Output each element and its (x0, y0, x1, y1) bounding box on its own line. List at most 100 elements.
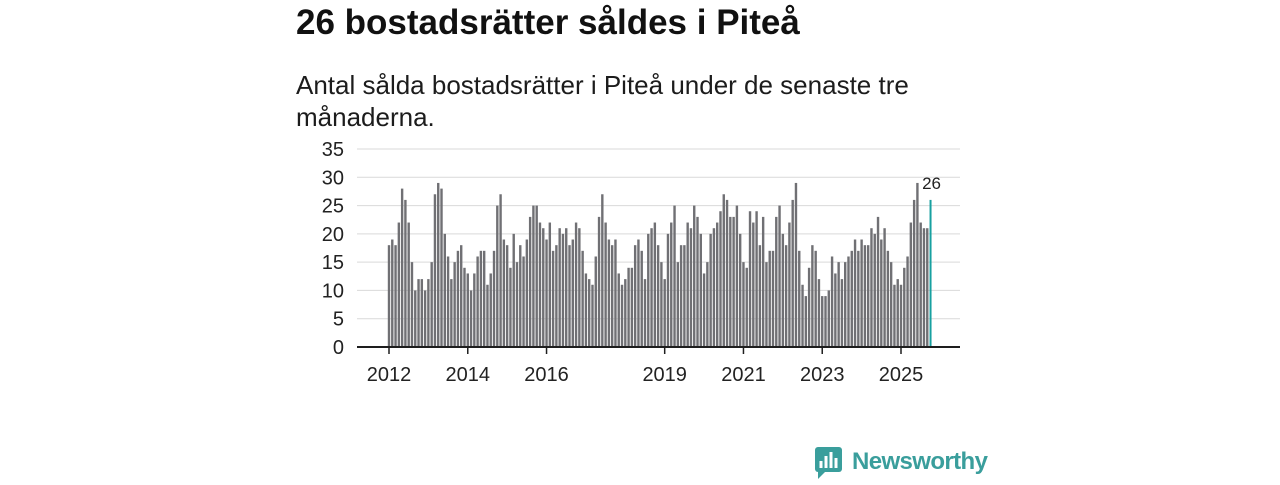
bar (535, 205, 538, 347)
bar (673, 205, 676, 347)
newsworthy-logo[interactable]: Newsworthy (815, 446, 990, 480)
bar (844, 262, 847, 347)
bar (433, 194, 437, 347)
bar (555, 245, 558, 347)
bar (712, 228, 716, 347)
bar (656, 245, 660, 347)
bar (693, 205, 696, 347)
y-tick-label: 30 (322, 167, 344, 189)
x-tick-label: 2014 (446, 364, 491, 386)
x-tick-label: 2021 (721, 364, 766, 386)
y-tick-label: 15 (322, 252, 344, 274)
bar (834, 273, 837, 347)
x-tick-label: 2025 (879, 364, 924, 386)
bar (663, 279, 666, 347)
bar (742, 262, 745, 347)
bar (804, 296, 808, 347)
highlight-value-label: 26 (922, 174, 941, 193)
bar (469, 290, 473, 347)
bar (620, 284, 624, 347)
bar (499, 194, 502, 347)
bar (683, 245, 686, 347)
bar (528, 216, 532, 347)
bar (866, 245, 870, 347)
bar (489, 273, 492, 347)
bar (427, 279, 430, 347)
bar (565, 228, 568, 347)
bar (610, 245, 614, 347)
bar (558, 228, 561, 347)
y-tick-label: 5 (333, 309, 344, 331)
bar (607, 239, 611, 347)
bar (394, 245, 397, 347)
bar (909, 222, 913, 347)
bar (824, 296, 827, 347)
bar (538, 222, 542, 347)
bar (870, 228, 873, 347)
bar (463, 267, 466, 347)
bar (653, 222, 657, 347)
x-tick-label: 2023 (800, 364, 845, 386)
x-tick-label: 2019 (642, 364, 687, 386)
bar (624, 279, 627, 347)
bar (660, 262, 663, 347)
bar (771, 250, 775, 347)
bar (775, 216, 778, 347)
bar (719, 211, 722, 347)
y-tick-label: 25 (322, 196, 344, 218)
bar (574, 222, 578, 347)
bar (450, 279, 453, 347)
bar (391, 239, 394, 347)
bar (633, 245, 637, 347)
x-tick-label: 2016 (524, 364, 569, 386)
bar (827, 290, 830, 347)
bar (561, 233, 565, 347)
x-tick-label: 2012 (367, 364, 412, 386)
bar (761, 216, 765, 347)
bar (637, 239, 640, 347)
bar (522, 256, 525, 347)
bar (876, 216, 880, 347)
bar (492, 250, 496, 347)
bar (519, 245, 522, 347)
bar (453, 262, 456, 347)
bar (486, 284, 489, 347)
chart-title: 26 bostadsrätter såldes i Piteå (296, 3, 800, 42)
bar (830, 256, 834, 347)
bar (532, 205, 535, 347)
bar (502, 239, 506, 347)
bar (443, 233, 446, 347)
bar (479, 250, 483, 347)
bar (798, 250, 801, 347)
bar (896, 279, 899, 347)
bar (400, 188, 404, 347)
bar (916, 182, 919, 347)
bar (614, 239, 617, 347)
bar (853, 239, 857, 347)
bar (476, 256, 479, 347)
newsworthy-wordmark: Newsworthy (852, 448, 988, 475)
bar (670, 222, 673, 347)
bar (578, 228, 581, 347)
bar (729, 216, 732, 347)
bar (686, 222, 689, 347)
bar (456, 250, 460, 347)
bar (817, 279, 821, 347)
bar (755, 211, 758, 347)
bar (387, 245, 391, 347)
bar (722, 194, 725, 347)
bar (597, 216, 601, 347)
bar (460, 245, 463, 347)
bar (735, 205, 739, 347)
bar (617, 273, 620, 347)
bar (414, 290, 417, 347)
bar (581, 250, 584, 347)
bar (840, 279, 844, 347)
bar (732, 216, 735, 347)
bar (568, 245, 571, 347)
bar (706, 262, 709, 347)
bar (420, 279, 424, 347)
bar (551, 250, 555, 347)
bar (926, 228, 929, 347)
